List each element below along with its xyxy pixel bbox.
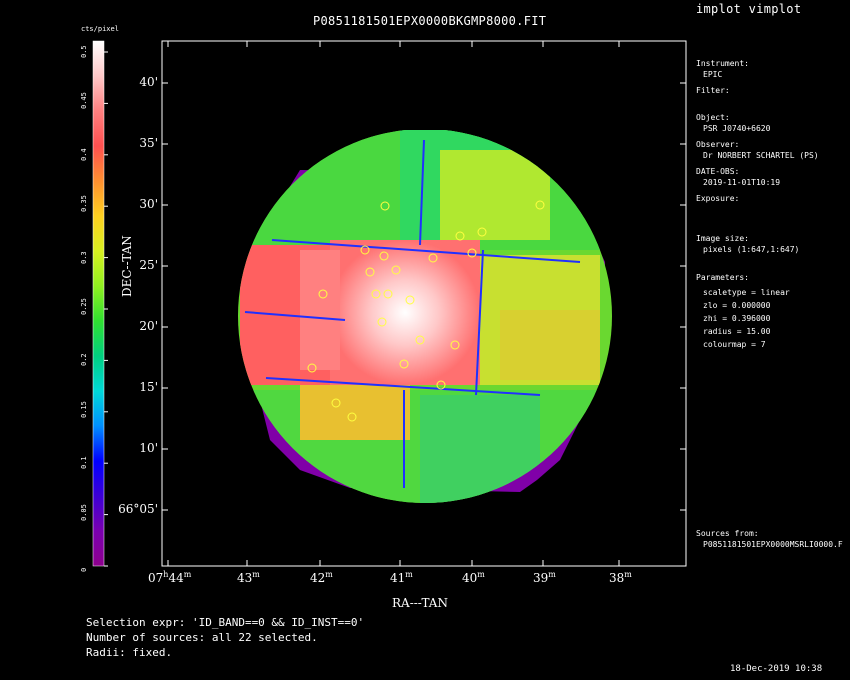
source-circle <box>428 253 438 263</box>
source-circle <box>415 335 425 345</box>
y-tick-label: 10' <box>139 441 158 455</box>
observer-label: Observer: <box>696 140 740 149</box>
y-tick-label: 15' <box>139 380 158 394</box>
source-circles <box>307 200 545 422</box>
x-tick-label: 43m <box>237 570 260 585</box>
selection-expression: Selection expr: 'ID_BAND==0 && ID_INST==… <box>86 616 365 629</box>
source-circle <box>365 267 375 277</box>
y-tick-label: 66°05' <box>118 502 158 516</box>
tool-name: implot vimplot <box>696 2 802 16</box>
source-circle <box>383 289 393 299</box>
exposure-label: Exposure: <box>696 194 740 203</box>
observer-value: Dr NORBERT SCHARTEL (PS) <box>703 151 819 160</box>
source-count: Number of sources: all 22 selected. <box>86 631 318 644</box>
colorbar-tick-label: 0.05 <box>80 503 88 521</box>
source-circle <box>535 200 545 210</box>
plot-frame <box>161 40 687 567</box>
colorbar-tick-label: 0.4 <box>80 148 88 161</box>
colorbar-tick-label: 0.3 <box>80 250 88 264</box>
image-size-label: Image size: <box>696 234 749 243</box>
source-circle <box>477 227 487 237</box>
instrument-label: Instrument: <box>696 59 749 68</box>
date-label: DATE-OBS: <box>696 167 740 176</box>
param-line: radius = 15.00 <box>703 327 771 336</box>
chart-title: P0851181501EPX0000BKGMP8000.FIT <box>313 14 547 28</box>
source-circle <box>467 248 477 258</box>
colorbar-ticks <box>104 51 108 567</box>
x-tick-label: 38m <box>609 570 632 585</box>
x-tick-label: 42m <box>310 570 333 585</box>
source-circle <box>436 380 446 390</box>
x-tick-label: 41m <box>390 570 413 585</box>
timestamp: 18-Dec-2019 10:38 <box>730 664 823 674</box>
y-tick-label: 40' <box>139 75 158 89</box>
object-label: Object: <box>696 113 730 122</box>
param-line: colourmap = 7 <box>703 340 766 349</box>
source-circle <box>455 231 465 241</box>
image-size-value: pixels (1:647,1:647) <box>703 245 800 254</box>
colorbar-tick-label: 0 <box>80 567 88 572</box>
date-value: 2019-11-01T10:19 <box>703 178 781 187</box>
source-circle <box>379 251 389 261</box>
param-line: zlo = 0.000000 <box>703 301 771 310</box>
instrument-value: EPIC <box>703 70 723 79</box>
colorbar-tick-label: 0.1 <box>80 456 88 470</box>
source-circle <box>331 398 341 408</box>
source-circle <box>318 289 328 299</box>
x-tick-label: 39m <box>533 570 556 585</box>
ccd-gaps <box>244 139 581 488</box>
source-circle <box>450 340 460 350</box>
x-axis-label: RA---TAN <box>392 596 448 610</box>
source-circle <box>391 265 401 275</box>
x-tick-label: 40m <box>462 570 485 585</box>
xmm-image <box>238 130 612 503</box>
sources-label: Sources from: <box>696 529 759 538</box>
y-tick-label: 20' <box>139 319 158 333</box>
source-circle <box>360 245 370 255</box>
colorbar-tick-label: 0.25 <box>80 298 88 315</box>
y-tick-label: 25' <box>139 258 158 272</box>
y-tick-label: 35' <box>139 136 158 150</box>
source-circle <box>399 359 409 369</box>
image-fov <box>238 130 612 503</box>
source-circle <box>405 295 415 305</box>
colorbar-tick-label: 0.45 <box>80 92 88 110</box>
colorbar-tick-label: 0.2 <box>80 353 88 367</box>
x-tick-label: 07h44m <box>148 570 192 585</box>
source-circle <box>307 363 317 373</box>
source-circle <box>377 317 387 327</box>
parameters-label: Parameters: <box>696 273 749 282</box>
radii-info: Radii: fixed. <box>86 646 173 659</box>
colorbar-label: cts/pixel <box>81 25 119 33</box>
ticks <box>162 41 686 566</box>
object-value: PSR J0740+6620 <box>703 124 771 133</box>
param-line: scaletype = linear <box>703 288 790 297</box>
source-circle <box>347 412 357 422</box>
y-tick-label: 30' <box>139 197 158 211</box>
colorbar-tick-label: 0.5 <box>80 45 88 58</box>
filter-label: Filter: <box>696 86 730 95</box>
colorbar-tick-label: 0.15 <box>80 400 88 418</box>
source-circle <box>380 201 390 211</box>
colorbar-tick-label: 0.35 <box>80 195 88 213</box>
source-circle <box>371 289 381 299</box>
param-line: zhi = 0.396000 <box>703 314 771 323</box>
colorbar <box>92 40 105 567</box>
sources-value: P0851181501EPX0000MSRLI0000.F <box>703 540 843 549</box>
y-axis-label: DEC--TAN <box>120 235 134 297</box>
